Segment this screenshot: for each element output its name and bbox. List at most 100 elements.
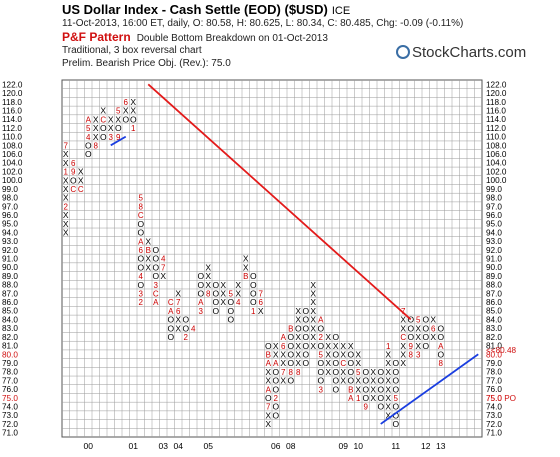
o-mark: O bbox=[197, 280, 204, 290]
x-mark: X bbox=[430, 332, 436, 342]
o-mark: O bbox=[407, 323, 414, 333]
month-marker: 4 bbox=[191, 324, 196, 333]
month-marker: 8 bbox=[94, 142, 99, 151]
o-mark: O bbox=[392, 402, 399, 412]
y-tick-label-right: 71.0 bbox=[486, 429, 502, 438]
month-marker: 4 bbox=[86, 133, 91, 142]
x-mark: X bbox=[258, 306, 264, 316]
month-marker: B bbox=[348, 385, 353, 394]
month-marker: 5 bbox=[319, 350, 324, 359]
x-mark: X bbox=[235, 289, 241, 299]
month-marker: 5 bbox=[86, 124, 91, 133]
month-marker: 7 bbox=[266, 403, 271, 412]
month-marker: B bbox=[266, 350, 271, 359]
o-mark: O bbox=[377, 384, 384, 394]
x-mark: X bbox=[295, 358, 301, 368]
y-tick-label-right: 99.0 bbox=[486, 185, 502, 194]
x-mark: X bbox=[243, 262, 249, 272]
month-marker: A bbox=[198, 298, 204, 307]
month-marker: 3 bbox=[319, 385, 324, 394]
month-marker: 6 bbox=[259, 298, 264, 307]
y-tick-label-right: 84.0 bbox=[486, 315, 502, 324]
y-tick-label-right: 90.0 bbox=[486, 263, 502, 272]
quote-line: 11-Oct-2013, 16:00 ET, daily, O: 80.58, … bbox=[62, 18, 464, 29]
month-marker: 4 bbox=[161, 255, 166, 264]
month-marker: C bbox=[78, 185, 84, 194]
o-mark: O bbox=[272, 376, 279, 386]
month-marker: C bbox=[100, 115, 106, 124]
y-tick-label-left: 96.0 bbox=[2, 211, 18, 220]
y-tick-label-left: 95.0 bbox=[2, 220, 18, 229]
x-year-label: 05 bbox=[204, 441, 214, 451]
o-mark: O bbox=[197, 271, 204, 281]
x-year-label: 12 bbox=[421, 441, 431, 451]
x-mark: X bbox=[295, 306, 301, 316]
y-tick-label-right: 120.0 bbox=[486, 89, 507, 98]
x-mark: X bbox=[205, 271, 211, 281]
o-mark: O bbox=[332, 376, 339, 386]
month-marker: A bbox=[273, 359, 279, 368]
o-mark: O bbox=[287, 332, 294, 342]
o-mark: O bbox=[317, 376, 324, 386]
o-mark: O bbox=[317, 323, 324, 333]
x-mark: X bbox=[273, 349, 279, 359]
trendlines bbox=[110, 83, 479, 425]
y-tick-label-right: 81.0 bbox=[486, 342, 502, 351]
month-marker: 8 bbox=[296, 368, 301, 377]
y-tick-label-right: 85.0 bbox=[486, 307, 502, 316]
o-mark: O bbox=[362, 393, 369, 403]
month-marker: 1 bbox=[64, 168, 69, 177]
y-tick-label-right: 108.0 bbox=[486, 141, 507, 150]
o-mark: O bbox=[122, 114, 129, 124]
x-mark: X bbox=[400, 341, 406, 351]
y-tick-label-right: 72.0 bbox=[486, 420, 502, 429]
y-tick-label-left: 106.0 bbox=[2, 150, 23, 159]
x-mark: X bbox=[310, 332, 316, 342]
month-marker: 8 bbox=[439, 359, 444, 368]
y-tick-label-right: 88.0 bbox=[486, 281, 502, 290]
o-mark: O bbox=[70, 175, 77, 185]
x-mark: X bbox=[400, 349, 406, 359]
x-mark: X bbox=[295, 332, 301, 342]
month-marker: 2 bbox=[274, 394, 279, 403]
month-marker: B bbox=[146, 246, 151, 255]
x-mark: X bbox=[220, 289, 226, 299]
o-mark: O bbox=[265, 393, 272, 403]
month-marker: 2 bbox=[184, 333, 189, 342]
month-marker: 3 bbox=[154, 281, 159, 290]
o-mark: O bbox=[392, 367, 399, 377]
x-mark: X bbox=[265, 410, 271, 420]
month-marker: A bbox=[168, 307, 174, 316]
month-marker: 8 bbox=[206, 290, 211, 299]
y-tick-label-left: 91.0 bbox=[2, 255, 18, 264]
o-mark: O bbox=[317, 367, 324, 377]
x-mark: X bbox=[333, 341, 339, 351]
month-marker: 5 bbox=[394, 394, 399, 403]
month-marker: 3 bbox=[416, 350, 421, 359]
o-mark: O bbox=[392, 384, 399, 394]
o-mark: O bbox=[137, 228, 144, 238]
brand-logo-icon bbox=[396, 45, 410, 59]
x-year-label: 01 bbox=[129, 441, 139, 451]
month-marker: 3 bbox=[139, 290, 144, 299]
month-marker: C bbox=[70, 185, 76, 194]
o-mark: O bbox=[347, 367, 354, 377]
month-marker: C bbox=[168, 298, 174, 307]
o-mark: O bbox=[332, 367, 339, 377]
y-tick-label-right: 87.0 bbox=[486, 289, 502, 298]
x-mark: X bbox=[310, 341, 316, 351]
price-annotation: 75.0 PO bbox=[486, 394, 516, 403]
y-tick-label-right: 89.0 bbox=[486, 272, 502, 281]
x-mark: X bbox=[370, 376, 376, 386]
y-tick-label-right: 82.0 bbox=[486, 333, 502, 342]
bullish-support-line bbox=[110, 135, 127, 147]
x-axis: 00 01 03 04 05 06 08 09 10 11 12 13 bbox=[84, 441, 446, 451]
x-mark: X bbox=[370, 367, 376, 377]
month-marker: A bbox=[266, 385, 272, 394]
month-marker: B bbox=[288, 324, 293, 333]
month-marker: 2 bbox=[64, 202, 69, 211]
o-mark: O bbox=[250, 297, 257, 307]
month-marker: 3 bbox=[199, 307, 204, 316]
y-tick-label-left: 83.0 bbox=[2, 324, 18, 333]
